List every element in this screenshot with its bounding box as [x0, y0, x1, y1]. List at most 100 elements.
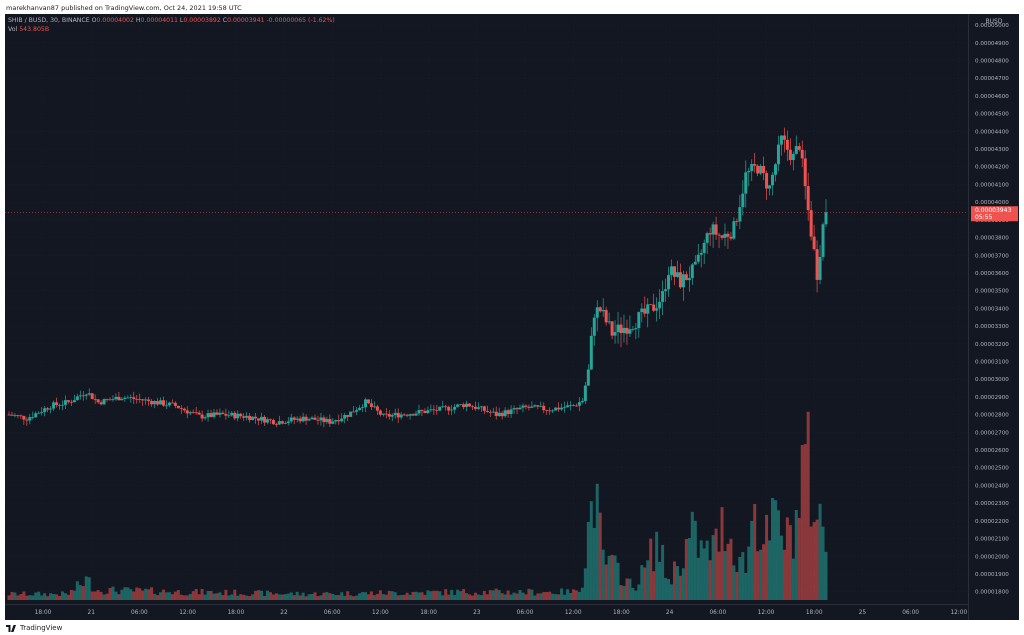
candle [586, 369, 590, 386]
candle [779, 135, 783, 145]
candle [765, 173, 769, 189]
volume-bar [167, 592, 171, 600]
volume-bar [812, 522, 816, 600]
volume-bar [349, 595, 353, 600]
candles [7, 127, 828, 428]
candle [441, 406, 445, 408]
candle [711, 224, 715, 235]
candle [714, 224, 718, 235]
price-tick-label: 0.00004100 [975, 182, 1009, 188]
volume-bar [176, 590, 180, 600]
candle [788, 149, 792, 161]
price-tick-label: 0.00004500 [975, 112, 1009, 118]
volume-bar [188, 593, 192, 600]
volume-bar [536, 593, 540, 600]
volume-bar [66, 594, 70, 600]
candle [87, 393, 91, 395]
volume-bar [678, 575, 682, 600]
candle [604, 309, 608, 323]
candle [509, 409, 513, 415]
time-tick-label: 12:00 [179, 610, 196, 616]
candle [459, 404, 463, 406]
candle [337, 420, 341, 422]
volume-bar [545, 592, 549, 600]
volume-bar [729, 538, 733, 600]
volume-bar [108, 588, 112, 600]
candle [577, 402, 581, 406]
volume-bar [13, 592, 17, 600]
volume-bar [364, 592, 368, 600]
volume-bar [488, 590, 492, 600]
candle [571, 405, 575, 406]
candle [58, 404, 62, 406]
candlestick-chart[interactable]: 0.00005000 0.00004900 0.00004800 0.00004700… [5, 14, 1019, 620]
volume-bar [93, 591, 97, 600]
volume-bar [429, 591, 433, 600]
volume-bar [470, 595, 474, 600]
candle [366, 399, 370, 404]
volume-bar [355, 595, 359, 600]
volume-bar [328, 593, 332, 600]
volume-bar [337, 595, 341, 600]
volume-bar [524, 594, 528, 600]
volume-bar [102, 594, 106, 600]
volume-bar [818, 503, 822, 600]
volume-bar [260, 590, 264, 600]
volume-bar [135, 587, 139, 600]
time-tick-label: 12:00 [565, 610, 582, 616]
candle [491, 411, 495, 413]
candle [467, 403, 471, 407]
volume-bar [366, 594, 370, 600]
candle [580, 400, 584, 403]
candle [19, 415, 23, 417]
candle [655, 308, 659, 311]
volume-bar [292, 595, 296, 600]
candle [687, 278, 691, 281]
volume-bar [316, 596, 320, 600]
volume-bar [720, 507, 724, 600]
candle [678, 272, 682, 288]
time-tick-label: 12:00 [950, 610, 967, 616]
candle [167, 402, 171, 406]
volume-bar [735, 572, 739, 600]
price-tick-label: 0.00001800 [975, 590, 1009, 596]
candle [81, 395, 85, 397]
candle [138, 399, 142, 400]
volume-bar [803, 444, 807, 600]
volume-bar [465, 593, 469, 600]
candle [331, 421, 335, 424]
candle [563, 407, 567, 409]
candle [631, 329, 635, 330]
volume-bar [794, 509, 798, 600]
candle [503, 410, 507, 417]
candle [381, 413, 385, 415]
candle [233, 412, 237, 419]
volume-bar [456, 589, 460, 600]
volume-bar [16, 595, 20, 600]
candle [735, 221, 739, 222]
volume-bar [25, 595, 29, 600]
candle [239, 413, 243, 417]
chart-area[interactable]: 0.00005000 0.00004900 0.00004800 0.00004700… [5, 14, 1019, 620]
volume-bar [144, 588, 148, 600]
candle [218, 412, 222, 415]
candle [717, 234, 721, 236]
candle [295, 418, 299, 420]
candle [313, 417, 317, 420]
candle [120, 398, 124, 401]
volume-bar [173, 591, 177, 600]
candle [248, 415, 252, 421]
volume-bar [203, 594, 207, 600]
volume-bar [286, 593, 290, 600]
volume-bar [10, 591, 14, 600]
volume-bar [84, 576, 88, 600]
candle [527, 406, 531, 408]
volume-bar [601, 549, 605, 600]
candle [622, 327, 626, 334]
candle [824, 212, 828, 225]
volume-bar [756, 551, 760, 600]
volume-bar [221, 594, 225, 600]
volume-bar [346, 591, 350, 600]
volume-bar [604, 564, 608, 600]
volume-bar [800, 445, 804, 600]
